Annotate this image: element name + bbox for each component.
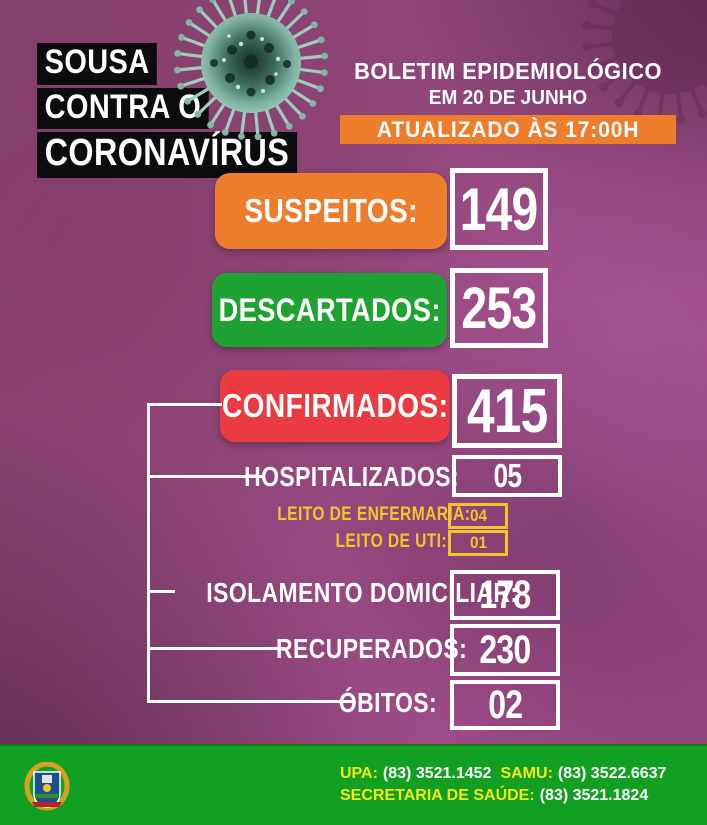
background-virus-silhouette-icon [582, 0, 707, 124]
leito-enfermaria-value-box: 04 [448, 503, 508, 529]
title-block: SOUSA CONTRA O CORONAVÍRUS [37, 43, 343, 181]
secretaria-phone: (83) 3521.1824 [539, 787, 649, 804]
title-line-3: CORONAVÍRUS [37, 132, 297, 179]
bulletin-heading-line1: BOLETIM EPIDEMIOLÓGICO [354, 58, 662, 84]
leito-enfermaria-label: LEITO DE ENFERMARIA: [277, 504, 471, 525]
title-line-1: SOUSA [37, 43, 158, 85]
isolamento-label: ISOLAMENTO DOMICILIAR: [206, 577, 519, 608]
suspeitos-label: SUSPEITOS: [244, 192, 418, 229]
hospitalizados-label: HOSPITALIZADOS: [244, 461, 460, 492]
bracket-vertical-line [147, 403, 150, 703]
samu-phone: (83) 3522.6637 [557, 765, 667, 782]
bracket-connector-isolamento [147, 590, 175, 593]
title-line-2: CONTRA O [37, 87, 209, 130]
obitos-label: ÓBITOS: [338, 687, 437, 718]
leito-uti-label: LEITO DE UTI: [335, 531, 447, 552]
contact-line-1: UPA: (83) 3521.1452 SAMU: (83) 3522.6637 [340, 763, 704, 785]
bracket-connector-confirmados [147, 403, 222, 406]
upa-label: UPA: [340, 765, 378, 782]
recuperados-value: 230 [479, 627, 532, 672]
confirmados-label: CONFIRMADOS: [221, 387, 449, 424]
suspeitos-value-box: 149 [450, 168, 548, 250]
bracket-connector-hospitalizados [147, 475, 263, 478]
confirmados-pill: CONFIRMADOS: [220, 370, 450, 442]
footer-bar: PREFEITURA DE SOUSA VENCENDO COM TRABALH… [0, 746, 707, 825]
suspeitos-value: 149 [460, 175, 538, 243]
suspeitos-pill: SUSPEITOS: [215, 173, 447, 249]
recuperados-value-box: 230 [450, 624, 560, 676]
bracket-connector-recuperados [147, 647, 285, 650]
bracket-connector-obitos [147, 700, 353, 703]
bulletin-heading-line2: EM 20 DE JUNHO [428, 87, 588, 109]
bulletin-heading: BOLETIM EPIDEMIOLÓGICO EM 20 DE JUNHO [340, 58, 676, 110]
contact-line-2: SECRETARIA DE SAÚDE: (83) 3521.1824 [340, 785, 704, 807]
confirmados-value: 415 [466, 376, 548, 446]
obitos-value-box: 02 [450, 680, 560, 730]
hospitalizados-value: 05 [493, 457, 522, 494]
descartados-label: DESCARTADOS: [218, 291, 441, 328]
descartados-pill: DESCARTADOS: [212, 273, 447, 347]
updated-time-label: ATUALIZADO ÀS 17:00H [376, 116, 640, 142]
samu-label: SAMU: [500, 765, 553, 782]
obitos-value: 02 [488, 682, 523, 727]
secretaria-label: SECRETARIA DE SAÚDE: [340, 787, 535, 804]
confirmados-value-box: 415 [452, 374, 562, 448]
descartados-value: 253 [461, 275, 537, 341]
hospitalizados-value-box: 05 [452, 455, 562, 497]
descartados-value-box: 253 [450, 268, 548, 348]
leito-uti-value: 01 [469, 533, 487, 552]
recuperados-label: RECUPERADOS: [276, 633, 468, 664]
updated-time-bar: ATUALIZADO ÀS 17:00H [340, 115, 676, 144]
coronavirus-icon [173, 0, 329, 141]
upa-phone: (83) 3521.1452 [382, 765, 492, 782]
isolamento-value-box: 178 [450, 570, 560, 620]
sousa-coat-of-arms-icon [24, 762, 70, 811]
isolamento-value: 178 [479, 572, 532, 617]
leito-enfermaria-value: 04 [469, 506, 487, 525]
leito-uti-value-box: 01 [448, 530, 508, 556]
contact-info: UPA: (83) 3521.1452 SAMU: (83) 3522.6637 SE… [340, 763, 704, 807]
